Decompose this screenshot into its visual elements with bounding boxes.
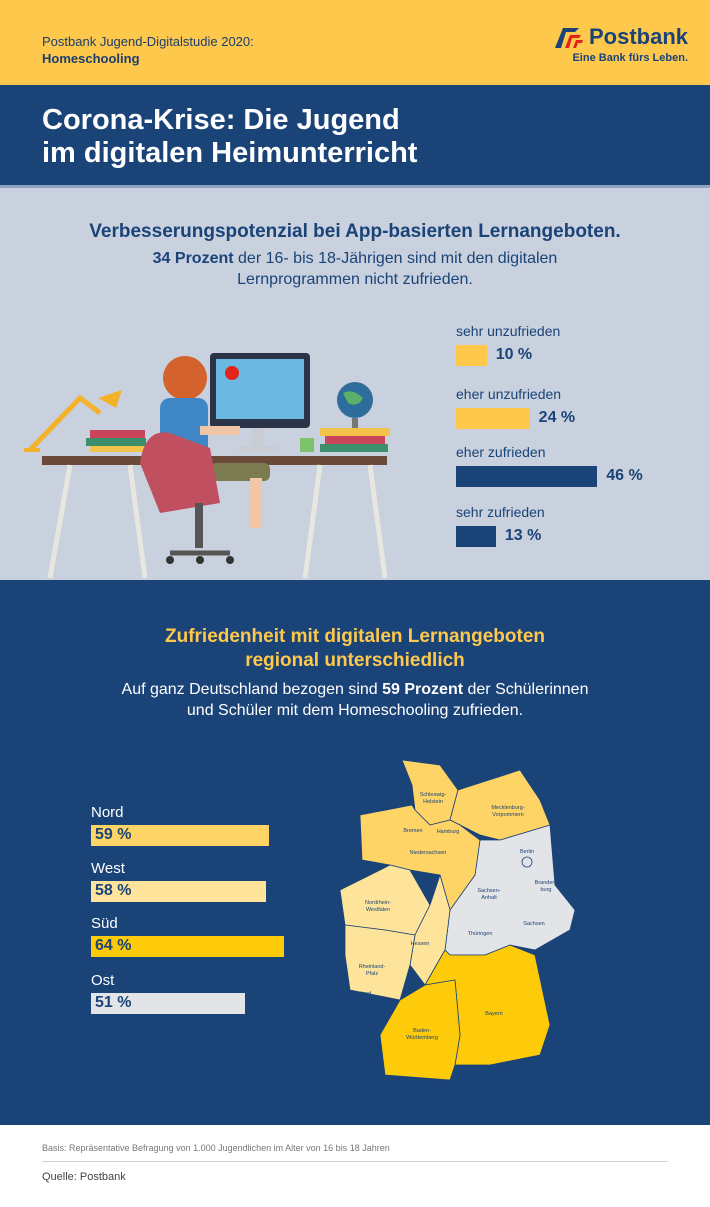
section1-text: 34 Prozent der 16- bis 18-Jährigen sind … — [152, 250, 558, 288]
svg-text:Westfalen: Westfalen — [366, 907, 390, 913]
study-name: Postbank Jugend-Digitalstudie 2020: — [42, 34, 254, 49]
value-label: 13 % — [504, 527, 542, 544]
monitor-icon — [210, 353, 310, 451]
bar-label: eher unzufrieden — [456, 386, 562, 402]
region-bar: 58 % — [91, 881, 267, 902]
svg-text:Rheinland-: Rheinland- — [359, 964, 386, 970]
region-rheinland-pfalz — [344, 924, 416, 1001]
svg-text:Niedersachsen: Niedersachsen — [410, 850, 447, 856]
footer-divider — [42, 1161, 668, 1162]
svg-text:Branden-: Branden- — [535, 880, 558, 886]
region-value: 59 % — [95, 826, 132, 843]
page-title: Corona-Krise: Die Jugend im digitalen Hei… — [42, 104, 418, 169]
bar — [456, 345, 487, 366]
region-label: Ost — [91, 972, 115, 989]
bar — [456, 526, 496, 547]
svg-text:Sachsen-: Sachsen- — [477, 888, 500, 894]
value-label: 24 % — [538, 409, 576, 426]
region-baden-wuerttemberg — [379, 979, 461, 1081]
bar-label: eher zufrieden — [456, 444, 546, 460]
svg-text:Bremen: Bremen — [403, 828, 422, 834]
region-hessen — [409, 874, 451, 986]
svg-text:Pfalz: Pfalz — [366, 971, 378, 977]
header-banner: Postbank Jugend-Digitalstudie 2020: Home… — [0, 0, 710, 85]
logo-name: Postbank — [588, 24, 688, 49]
svg-text:Hamburg: Hamburg — [437, 829, 460, 835]
svg-text:Saarland: Saarland — [349, 991, 371, 997]
bar-label: sehr zufrieden — [456, 504, 545, 520]
germany-map: Schleswig-Holstein Mecklenburg-Vorpommer… — [340, 759, 576, 1081]
region-value: 64 % — [95, 937, 132, 954]
bar — [456, 466, 598, 487]
svg-text:Hessen: Hessen — [411, 941, 430, 947]
postbank-logo-icon — [554, 28, 583, 48]
survey-basis: Basis: Repräsentative Befragung von 1.00… — [42, 1143, 390, 1153]
svg-text:Baden-: Baden- — [413, 1028, 431, 1034]
svg-text:Nordrhein-: Nordrhein- — [365, 900, 391, 906]
region-bar: 51 % — [91, 993, 246, 1014]
svg-text:Holstein: Holstein — [423, 799, 443, 805]
svg-text:Anhalt: Anhalt — [481, 895, 497, 901]
section1-heading: Verbesserungspotenzial bei App-basierten… — [89, 221, 621, 242]
berlin-outline — [521, 856, 533, 868]
postbank-logo: Postbank Eine Bank fürs Leben. — [553, 24, 688, 64]
region-label: West — [91, 860, 125, 877]
source-note: Quelle: Postbank — [42, 1171, 126, 1183]
region-label: Süd — [91, 915, 118, 932]
student-illustration — [24, 353, 390, 579]
svg-text:Mecklenburg-: Mecklenburg- — [491, 805, 524, 811]
svg-text:Schleswig-: Schleswig- — [420, 792, 447, 798]
value-label: 46 % — [606, 467, 643, 484]
chair-icon — [140, 432, 234, 564]
section-app-learning: Verbesserungspotenzial bei App-basierten… — [0, 188, 710, 580]
svg-text:burg: burg — [540, 887, 551, 893]
region-value: 58 % — [95, 882, 132, 899]
svg-text:Berlin: Berlin — [520, 849, 534, 855]
region-value: 51 % — [95, 994, 132, 1011]
svg-text:Sachsen: Sachsen — [523, 921, 544, 927]
svg-text:Württemberg: Württemberg — [406, 1035, 438, 1041]
logo-tagline: Eine Bank fürs Leben. — [572, 52, 688, 64]
bar-label: sehr unzufrieden — [456, 323, 561, 339]
study-subtitle: Postbank Jugend-Digitalstudie 2020: Home… — [42, 33, 254, 67]
value-label: 10 % — [495, 346, 533, 363]
section-regional: Zufriedenheit mit digitalen Lernangebote… — [0, 580, 710, 1125]
svg-text:Thüringen: Thüringen — [468, 931, 493, 937]
svg-text:Vorpommern: Vorpommern — [492, 812, 524, 818]
region-bar: 64 % — [91, 936, 285, 957]
section2-heading: Zufriedenheit mit digitalen Lernangebote… — [164, 626, 546, 671]
desk-lamp-icon — [24, 390, 122, 452]
bar — [456, 408, 530, 429]
section2-text: Auf ganz Deutschland bezogen sind 59 Pro… — [121, 681, 589, 719]
desk-icon — [42, 456, 387, 465]
region-label: Nord — [91, 804, 124, 821]
svg-text:Bayern: Bayern — [485, 1011, 502, 1017]
globe-icon — [337, 382, 373, 428]
study-topic: Homeschooling — [42, 51, 140, 66]
region-bar: 59 % — [91, 825, 270, 846]
title-banner: Corona-Krise: Die Jugend im digitalen Hei… — [0, 85, 710, 188]
